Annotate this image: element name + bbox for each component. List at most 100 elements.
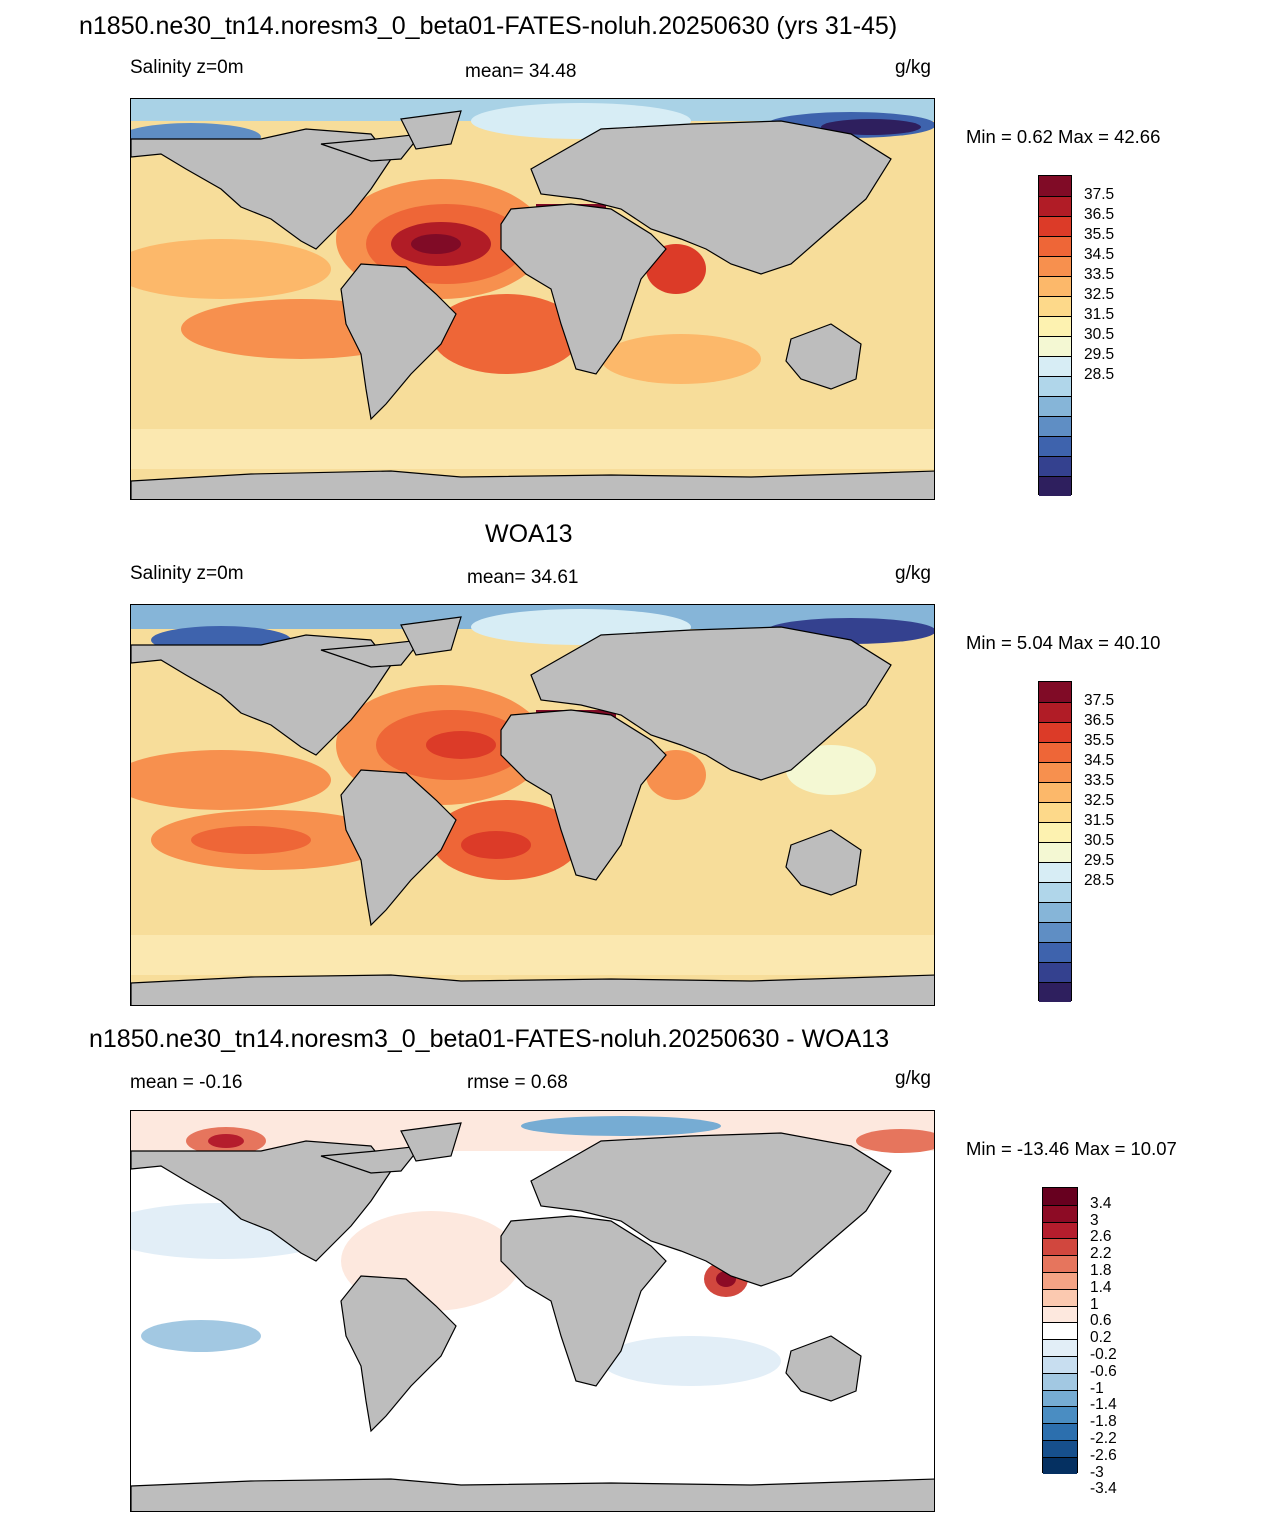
colorbar-swatch [1043, 1389, 1077, 1407]
colorbar-swatch [1043, 1423, 1077, 1440]
panel-model-title: n1850.ne30_tn14.noresm3_0_beta01-FATES-n… [79, 12, 898, 40]
colorbar-swatch [1043, 1238, 1077, 1256]
panel-obs-variable-label: Salinity z=0m [130, 563, 244, 584]
colorbar-swatch [1039, 682, 1071, 702]
panel-model-minmax: Min = 0.62 Max = 42.66 [966, 126, 1161, 147]
colorbar-tick-label: -1.8 [1090, 1413, 1117, 1431]
colorbar-swatch [1039, 962, 1071, 982]
panel-obs-title: WOA13 [485, 520, 573, 548]
colorbar-swatch [1039, 982, 1071, 1002]
colorbar-box [1042, 1187, 1078, 1474]
colorbar-tick-label: 28.5 [1084, 366, 1115, 383]
colorbar-tick-label: -1.4 [1090, 1396, 1117, 1414]
colorbar-tick-label: 34.5 [1084, 246, 1115, 263]
panel-model-map [130, 98, 935, 500]
colorbar-swatch [1039, 456, 1071, 476]
colorbar-tick-label: -3.4 [1090, 1480, 1117, 1498]
panel-model-mean: mean= 34.48 [465, 61, 577, 82]
panel-obs-units: g/kg [895, 563, 931, 584]
colorbar-swatch [1039, 862, 1071, 882]
colorbar-tick-label: 30.5 [1084, 326, 1115, 343]
colorbar-swatch [1039, 276, 1071, 296]
colorbar-tick-label: 33.5 [1084, 772, 1115, 789]
colorbar-swatch [1039, 942, 1071, 962]
panel-obs-map [130, 604, 935, 1006]
colorbar-swatch [1039, 356, 1071, 376]
panel-diff-title: n1850.ne30_tn14.noresm3_0_beta01-FATES-n… [89, 1025, 890, 1053]
colorbar-tick-label: 31.5 [1084, 812, 1115, 829]
colorbar-tick-label: 36.5 [1084, 206, 1115, 223]
colorbar-swatch [1043, 1339, 1077, 1356]
colorbar-swatch [1039, 216, 1071, 236]
panel-obs-mean: mean= 34.61 [467, 567, 579, 588]
colorbar-swatch [1043, 1372, 1077, 1390]
colorbar-swatch [1039, 236, 1071, 256]
colorbar-tick-label: 3 [1090, 1211, 1099, 1229]
colorbar-swatch [1039, 902, 1071, 922]
colorbar-tick-label: 2.6 [1090, 1228, 1112, 1246]
panel-model-variable-label: Salinity z=0m [130, 57, 244, 78]
colorbar-swatch [1043, 1456, 1077, 1474]
colorbar-tick-label: 30.5 [1084, 832, 1115, 849]
colorbar-tick-label: -2.6 [1090, 1446, 1117, 1464]
colorbar-tick-label: 33.5 [1084, 266, 1115, 283]
colorbar-swatch [1039, 336, 1071, 356]
colorbar-box [1038, 681, 1072, 1002]
colorbar-swatch [1039, 316, 1071, 336]
colorbar-swatch [1039, 416, 1071, 436]
colorbar-swatch [1043, 1406, 1077, 1424]
colorbar-swatch [1043, 1440, 1077, 1457]
colorbar-swatch [1039, 702, 1071, 722]
colorbar-swatch [1039, 196, 1071, 216]
colorbar-swatch [1039, 436, 1071, 456]
colorbar-swatch [1039, 842, 1071, 862]
panel-obs-minmax: Min = 5.04 Max = 40.10 [966, 632, 1161, 653]
colorbar-tick-label: 34.5 [1084, 752, 1115, 769]
colorbar-tick-label: -1 [1090, 1379, 1104, 1397]
colorbar-tick-label: 29.5 [1084, 346, 1115, 363]
colorbar-swatch [1039, 376, 1071, 396]
colorbar-swatch [1039, 762, 1071, 782]
colorbar-swatch [1043, 1188, 1077, 1205]
colorbar-swatch [1039, 802, 1071, 822]
colorbar-tick-label: 32.5 [1084, 286, 1115, 303]
colorbar-swatch [1043, 1305, 1077, 1323]
colorbar-swatch [1039, 742, 1071, 762]
colorbar-tick-label: 32.5 [1084, 792, 1115, 809]
colorbar-tick-label: 1.8 [1090, 1262, 1112, 1279]
colorbar-swatch [1043, 1356, 1077, 1373]
colorbar-swatch [1039, 922, 1071, 942]
colorbar-swatch [1039, 722, 1071, 742]
panel-diff-map [130, 1110, 935, 1512]
colorbar-tick-label: 31.5 [1084, 306, 1115, 323]
colorbar-swatch [1043, 1204, 1077, 1222]
colorbar-box [1038, 175, 1072, 496]
colorbar-tick-label: -0.2 [1090, 1346, 1117, 1363]
colorbar-swatch [1039, 296, 1071, 316]
colorbar-tick-label: 35.5 [1084, 226, 1115, 243]
colorbar-swatch [1043, 1322, 1077, 1340]
colorbar-swatch [1043, 1288, 1077, 1306]
colorbar-tick-label: -2.2 [1090, 1430, 1117, 1447]
panel-diff-mean: mean = -0.16 [130, 1072, 243, 1093]
colorbar-tick-label: 29.5 [1084, 852, 1115, 869]
colorbar-tick-label: 28.5 [1084, 872, 1115, 889]
colorbar-tick-label: 0.2 [1090, 1329, 1112, 1347]
colorbar-swatch [1039, 176, 1071, 196]
colorbar-swatch [1039, 256, 1071, 276]
panel-diff-units: g/kg [895, 1068, 931, 1089]
colorbar-swatch [1043, 1221, 1077, 1239]
colorbar-swatch [1039, 782, 1071, 802]
panel-model-units: g/kg [895, 57, 931, 78]
colorbar-tick-label: 1.4 [1090, 1278, 1112, 1296]
panel-diff-minmax: Min = -13.46 Max = 10.07 [966, 1138, 1177, 1159]
colorbar-tick-label: 3.4 [1090, 1194, 1112, 1212]
colorbar-swatch [1043, 1255, 1077, 1272]
colorbar-tick-label: 35.5 [1084, 732, 1115, 749]
colorbar-tick-label: 37.5 [1084, 186, 1115, 203]
colorbar-tick-label: -0.6 [1090, 1362, 1117, 1380]
colorbar-swatch [1039, 476, 1071, 496]
colorbar-swatch [1039, 882, 1071, 902]
colorbar-swatch [1039, 396, 1071, 416]
colorbar-swatch [1043, 1272, 1077, 1289]
